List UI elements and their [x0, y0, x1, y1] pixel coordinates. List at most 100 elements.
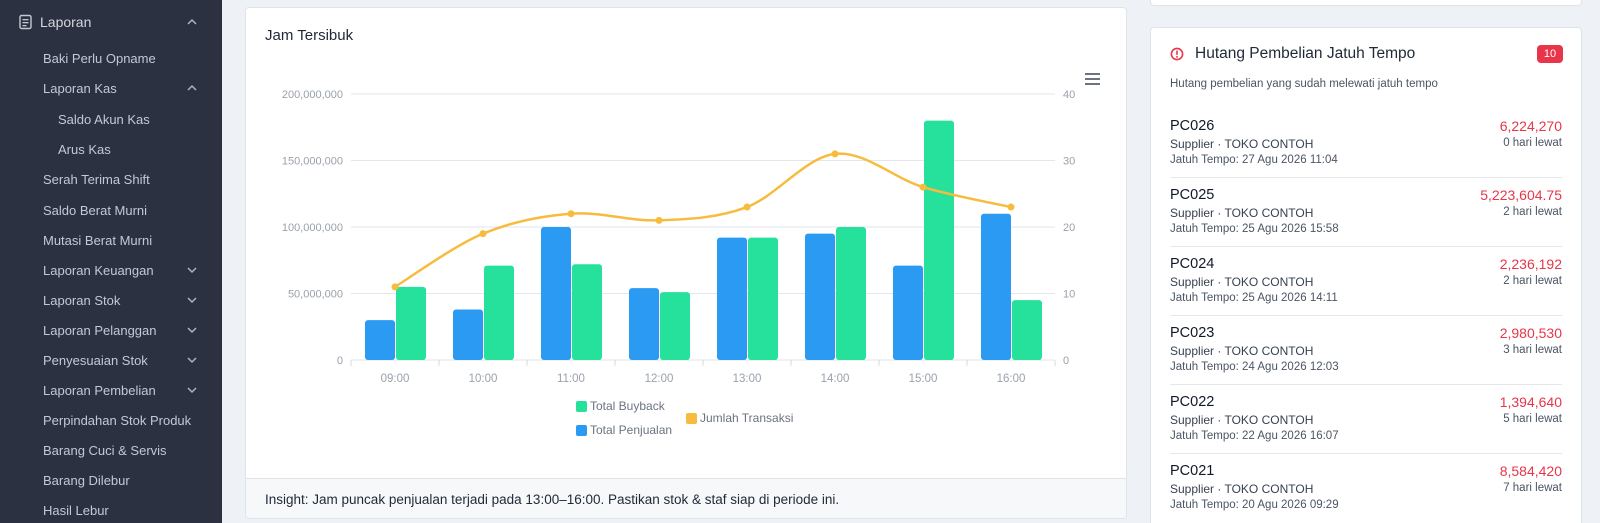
sidebar-item-laporan-pelanggan[interactable]: Laporan Pelanggan: [0, 317, 222, 343]
sidebar-item-laporan-keuangan[interactable]: Laporan Keuangan: [0, 257, 222, 283]
legend-label: Jumlah Transaksi: [700, 411, 793, 425]
point-jumlah-transaksi: [919, 183, 927, 191]
sidebar-item-barang-cuci-servis[interactable]: Barang Cuci & Servis: [0, 437, 222, 463]
chevron-down-icon: [186, 324, 198, 336]
bar-total-penjualan: [453, 309, 483, 360]
busiest-hours-chart: 0 50,000,000 100,000,000 150,000,000 200,000…: [282, 89, 1075, 437]
bar-total-buyback: [484, 265, 514, 360]
due-date: Jatuh Tempo: 24 Agu 2026 12:03: [1170, 361, 1339, 373]
debt-amount: 1,394,640: [1499, 394, 1562, 410]
point-jumlah-transaksi: [391, 283, 399, 291]
bar-total-penjualan: [981, 213, 1011, 360]
x-tick-label: 09:00: [381, 373, 410, 385]
sidebar-item-label: Baki Perlu Opname: [43, 50, 156, 66]
sidebar-item-label: Serah Terima Shift: [43, 171, 150, 187]
divider: [1170, 384, 1562, 385]
debt-item[interactable]: PC022 1,394,640 Supplier · TOKO CONTOH 5 ha…: [1170, 394, 1562, 462]
sidebar-item-barang-dilebur[interactable]: Barang Dilebur: [0, 467, 222, 493]
previous-card-edge: [1150, 0, 1582, 6]
bar-total-penjualan: [541, 227, 571, 360]
debt-supplier: Supplier · TOKO CONTOH: [1170, 413, 1314, 427]
bar-total-penjualan: [805, 233, 835, 360]
bar-total-buyback: [660, 292, 690, 360]
line-jumlah-transaksi: [394, 152, 1012, 288]
debt-code: PC025: [1170, 187, 1215, 203]
chevron-down-icon: [186, 264, 198, 276]
x-tick-label: 10:00: [469, 373, 498, 385]
debt-amount: 5,223,604.75: [1480, 187, 1562, 203]
x-tick-label: 13:00: [733, 373, 762, 385]
sidebar-item-perpindahan-stok-produk[interactable]: Perpindahan Stok Produk: [0, 407, 222, 433]
sidebar-item-arus-kas[interactable]: Arus Kas: [0, 136, 222, 162]
chevron-down-icon: [186, 354, 198, 366]
debt-supplier: Supplier · TOKO CONTOH: [1170, 482, 1314, 496]
y-left-tick-label: 200,000,000: [282, 89, 343, 101]
debt-amount: 6,224,270: [1499, 118, 1562, 134]
debt-code: PC022: [1170, 394, 1215, 410]
due-date: Jatuh Tempo: 27 Agu 2026 11:04: [1170, 154, 1338, 166]
sidebar-item-label: Laporan Pelanggan: [43, 322, 157, 338]
due-date: Jatuh Tempo: 20 Agu 2026 09:29: [1170, 499, 1339, 511]
sidebar-item-laporan-stok[interactable]: Laporan Stok: [0, 287, 222, 313]
sidebar-item-label: Laporan Kas: [43, 80, 117, 96]
legend-label: Total Penjualan: [590, 423, 672, 437]
bar-total-penjualan: [717, 237, 747, 360]
debt-item[interactable]: PC025 5,223,604.75 Supplier · TOKO CONTOH 2…: [1170, 187, 1562, 255]
document-icon: [18, 14, 33, 30]
insight-bar: Insight: Jam puncak penjualan terjadi pa…: [246, 478, 1126, 518]
y-right-tick-label: 10: [1063, 289, 1075, 301]
sidebar-item-saldo-akun-kas[interactable]: Saldo Akun Kas: [0, 106, 222, 132]
debt-supplier: Supplier · TOKO CONTOH: [1170, 344, 1314, 358]
sidebar-item-saldo-berat-murni[interactable]: Saldo Berat Murni: [0, 197, 222, 223]
y-left-tick-label: 50,000,000: [288, 289, 343, 301]
sidebar-item-hasil-lebur[interactable]: Hasil Lebur: [0, 497, 222, 523]
y-left-tick-label: 150,000,000: [282, 156, 343, 168]
days-overdue: 0 hari lewat: [1503, 137, 1562, 149]
busiest-hours-card: Jam Tersibuk 0 50,000,000 100,000,000 150,0…: [245, 7, 1127, 519]
hamburger-menu-icon[interactable]: [1084, 72, 1102, 86]
debt-item[interactable]: PC021 8,584,420 Supplier · TOKO CONTOH 7 ha…: [1170, 463, 1562, 523]
bar-total-buyback: [1012, 300, 1042, 360]
debt-item[interactable]: PC023 2,980,530 Supplier · TOKO CONTOH 3 ha…: [1170, 325, 1562, 393]
sidebar-item-laporan-pembelian[interactable]: Laporan Pembelian: [0, 377, 222, 403]
sidebar-item-laporan-kas[interactable]: Laporan Kas: [0, 75, 222, 101]
y-right-tick-label: 30: [1063, 156, 1075, 168]
debt-code: PC024: [1170, 256, 1215, 272]
sidebar-item-label: Penyesuaian Stok: [43, 352, 148, 368]
divider: [1170, 453, 1562, 454]
sidebar-item-label: Saldo Berat Murni: [43, 202, 148, 218]
bar-total-penjualan: [365, 320, 395, 360]
debt-item[interactable]: PC024 2,236,192 Supplier · TOKO CONTOH 2 ha…: [1170, 256, 1562, 324]
count-badge: 10: [1537, 45, 1563, 63]
sidebar-item-laporan[interactable]: Laporan: [0, 9, 222, 35]
chevron-down-icon: [186, 384, 198, 396]
bar-total-penjualan: [893, 265, 923, 360]
x-tick-label: 12:00: [645, 373, 674, 385]
debt-amount: 2,980,530: [1499, 325, 1562, 341]
debt-amount: 8,584,420: [1499, 463, 1562, 479]
bar-total-buyback: [748, 237, 778, 360]
legend-swatch: [576, 425, 587, 436]
sidebar-item-baki-perlu-opname[interactable]: Baki Perlu Opname: [0, 45, 222, 71]
due-date: Jatuh Tempo: 22 Agu 2026 16:07: [1170, 430, 1339, 442]
sidebar-item-penyesuaian-stok[interactable]: Penyesuaian Stok: [0, 347, 222, 373]
days-overdue: 5 hari lewat: [1503, 413, 1562, 425]
point-jumlah-transaksi: [1007, 203, 1015, 211]
chevron-up-icon: [186, 16, 198, 28]
alert-circle-icon: [1170, 47, 1184, 61]
sidebar: Laporan Baki Perlu Opname Laporan Kas Saldo…: [0, 0, 222, 523]
sidebar-item-label: Barang Dilebur: [43, 472, 130, 488]
sidebar-item-mutasi-berat-murni[interactable]: Mutasi Berat Murni: [0, 227, 222, 253]
bar-total-buyback: [572, 264, 602, 360]
sidebar-item-label: Saldo Akun Kas: [58, 111, 150, 127]
sidebar-item-label: Perpindahan Stok Produk: [43, 412, 192, 428]
sidebar-item-serah-terima-shift[interactable]: Serah Terima Shift: [0, 166, 222, 192]
sidebar-item-label: Barang Cuci & Servis: [43, 442, 167, 458]
sidebar-item-label: Mutasi Berat Murni: [43, 232, 153, 248]
debt-code: PC021: [1170, 463, 1215, 479]
y-right-tick-label: 40: [1063, 89, 1075, 101]
overdue-purchase-debt-card: Hutang Pembelian Jatuh Tempo 10 Hutang p…: [1150, 27, 1582, 523]
days-overdue: 2 hari lewat: [1503, 206, 1562, 218]
debt-item[interactable]: PC026 6,224,270 Supplier · TOKO CONTOH 0 ha…: [1170, 118, 1562, 186]
y-left-tick-label: 0: [337, 355, 343, 367]
